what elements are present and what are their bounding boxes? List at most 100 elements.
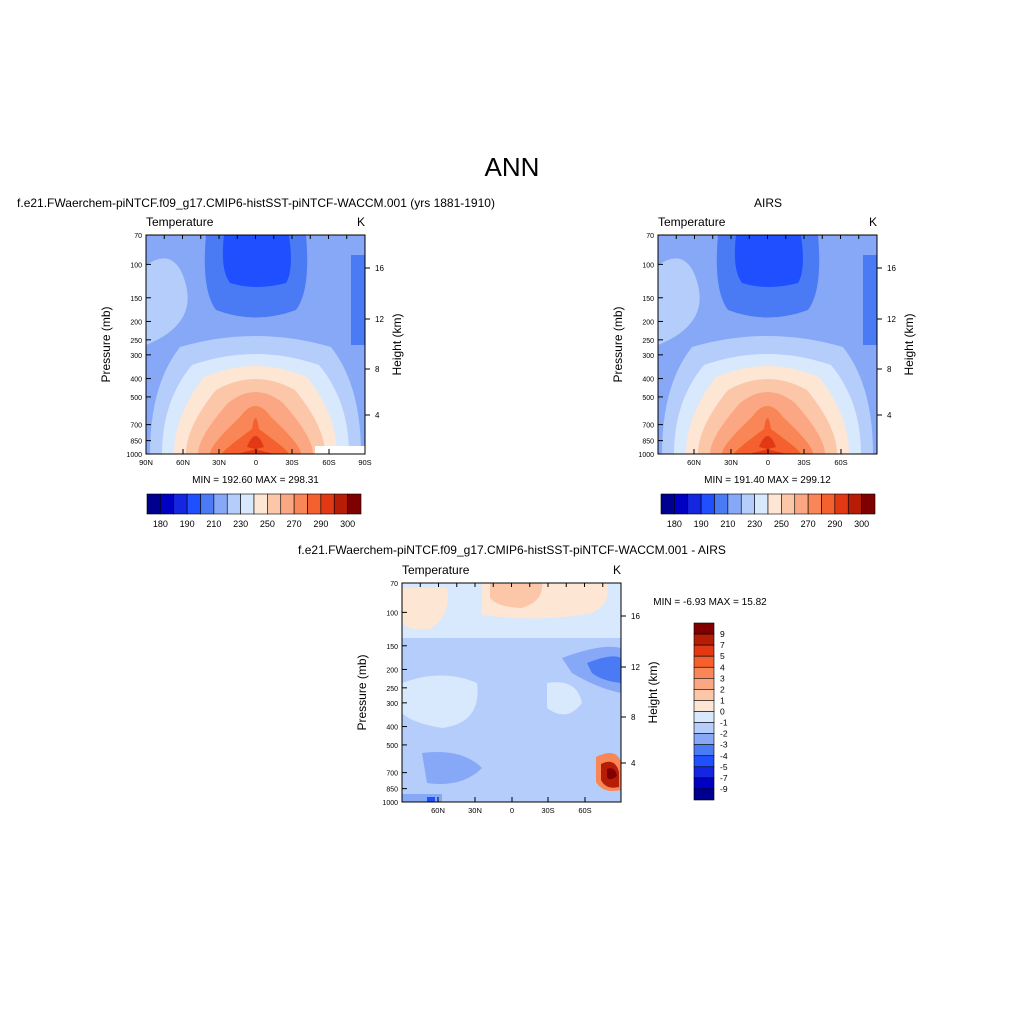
colorbar-label: 190 <box>694 519 709 529</box>
colorbar-swatch <box>307 493 322 515</box>
colorbar-swatch <box>674 493 689 515</box>
field-band <box>587 656 621 683</box>
colorbar-swatch <box>253 493 268 515</box>
y-axis-title: Pressure (mb) <box>355 654 369 730</box>
pressure-tick-label: 250 <box>642 338 654 345</box>
panel-units-label: K <box>613 563 621 577</box>
colorbar-swatch <box>693 788 715 801</box>
pressure-tick-label: 150 <box>642 296 654 303</box>
latitude-tick-label: 0 <box>766 458 770 467</box>
colorbar-label: -1 <box>720 718 728 728</box>
min-max-text: MIN = 191.40 MAX = 299.12 <box>704 475 831 486</box>
colorbar-label: 190 <box>180 519 195 529</box>
colorbar-swatch <box>347 493 362 515</box>
pressure-tick-label: 500 <box>386 743 398 750</box>
pressure-tick-label: 400 <box>386 725 398 732</box>
field-band <box>146 258 188 345</box>
height-tick-label: 8 <box>375 365 380 374</box>
y-axis-title: Pressure (mb) <box>99 306 113 382</box>
pressure-tick-label: 1000 <box>382 800 398 807</box>
colorbar-swatch <box>693 678 715 690</box>
colorbar-swatch <box>186 493 201 515</box>
pressure-tick-label: 700 <box>386 771 398 778</box>
colorbar-swatch <box>693 777 715 790</box>
pressure-tick-label: 250 <box>386 686 398 693</box>
colorbar-label: 250 <box>260 519 275 529</box>
height-tick-label: 4 <box>887 411 892 420</box>
missing-data-mask <box>315 446 365 454</box>
contour-field <box>146 235 365 454</box>
height-tick-label: 4 <box>631 759 636 768</box>
pressure-tick-label: 850 <box>642 439 654 446</box>
colorbar-label: -5 <box>720 762 728 772</box>
pressure-tick-label: 100 <box>642 262 654 269</box>
colorbar-swatch <box>821 493 836 515</box>
colorbar-horizontal: 180 190 210 230 250 270 290 300 <box>660 493 876 529</box>
latitude-tick-label: 60S <box>834 458 847 467</box>
pressure-tick-label: 150 <box>386 644 398 651</box>
page-title: ANN <box>485 152 540 182</box>
panel-units-label: K <box>869 215 877 229</box>
colorbar-swatch <box>767 493 782 515</box>
colorbar-swatch <box>714 493 729 515</box>
height-tick-label: 4 <box>375 411 380 420</box>
colorbar-swatch <box>687 493 702 515</box>
colorbar-swatch <box>693 633 715 646</box>
field-band <box>746 436 789 454</box>
colorbar-swatch <box>693 689 715 701</box>
pressure-tick-label: 400 <box>642 377 654 384</box>
field-band <box>658 258 700 345</box>
contour-field <box>658 235 877 454</box>
field-band <box>402 675 478 728</box>
colorbar-swatch <box>693 755 715 768</box>
latitude-tick-label: 0 <box>510 806 514 815</box>
height-tick-label: 16 <box>375 264 384 273</box>
colorbar-swatch <box>794 493 809 515</box>
latitude-tick-label: 30S <box>797 458 810 467</box>
pressure-tick-label: 70 <box>390 581 398 588</box>
colorbar-label: 300 <box>340 519 355 529</box>
pressure-tick-label: 70 <box>134 233 142 240</box>
latitude-tick-label: 60S <box>322 458 335 467</box>
colorbar-swatch <box>320 493 335 515</box>
colorbar-label: 5 <box>720 651 725 661</box>
pressure-tick-label: 1000 <box>126 452 142 459</box>
colorbar-swatch <box>693 722 715 734</box>
colorbar-swatch <box>693 711 715 723</box>
pressure-tick-label: 100 <box>386 610 398 617</box>
y2-axis-title: Height (km) <box>390 313 404 375</box>
latitude-tick-label: 90S <box>358 458 371 467</box>
colorbar-label: 1 <box>720 695 725 705</box>
colorbar-label: 2 <box>720 684 725 694</box>
colorbar-label: 180 <box>153 519 168 529</box>
pressure-tick-label: 500 <box>642 395 654 402</box>
panel-heading: f.e21.FWaerchem-piNTCF.f09_g17.CMIP6-his… <box>298 543 726 557</box>
colorbar-swatch <box>693 700 715 712</box>
panel-variable-label: Temperature <box>658 215 726 229</box>
pressure-tick-label: 850 <box>130 439 142 446</box>
colorbar-swatch <box>807 493 822 515</box>
latitude-tick-label: 30S <box>541 806 554 815</box>
colorbar-label: 7 <box>720 640 725 650</box>
height-tick-label: 16 <box>887 264 896 273</box>
field-band <box>402 794 442 802</box>
pressure-tick-label: 850 <box>386 787 398 794</box>
colorbar-swatch <box>693 655 715 668</box>
colorbar-label: -7 <box>720 773 728 783</box>
latitude-tick-label: 30S <box>285 458 298 467</box>
colorbar-label: 270 <box>287 519 302 529</box>
colorbar-horizontal: 180 190 210 230 250 270 290 300 <box>146 493 362 529</box>
latitude-tick-label: 30N <box>724 458 738 467</box>
colorbar-label: 210 <box>206 519 221 529</box>
min-max-text: MIN = -6.93 MAX = 15.82 <box>653 597 767 608</box>
latitude-tick-label: 90N <box>139 458 153 467</box>
field-band <box>734 235 803 287</box>
panel-heading: AIRS <box>754 196 782 210</box>
latitude-tick-label: 30N <box>468 806 482 815</box>
colorbar-swatch <box>754 493 769 515</box>
panel-variable-label: Temperature <box>402 563 470 577</box>
pressure-tick-label: 200 <box>386 667 398 674</box>
min-max-text: MIN = 192.60 MAX = 298.31 <box>192 475 319 486</box>
